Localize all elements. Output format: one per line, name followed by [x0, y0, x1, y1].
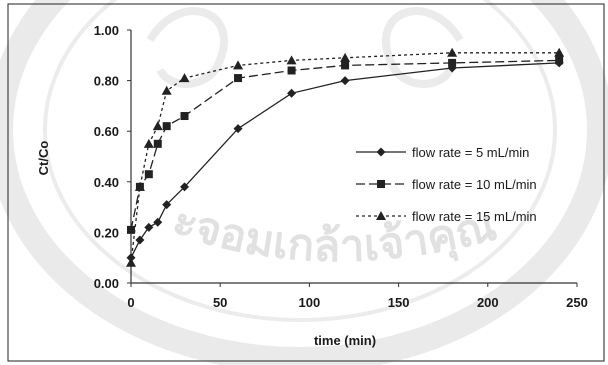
- series-layer: [126, 47, 565, 267]
- data-point-triangle: [143, 138, 154, 148]
- series-2: [127, 56, 564, 234]
- y-tick-label: 0.00: [94, 276, 119, 291]
- chart-border: [7, 3, 605, 362]
- data-point-diamond: [135, 235, 145, 245]
- y-tick-label: 1.00: [94, 23, 119, 38]
- series-1: [126, 58, 564, 263]
- data-point-diamond: [153, 217, 163, 227]
- data-point-diamond: [180, 182, 190, 192]
- legend-label: flow rate = 5 mL/min: [412, 145, 529, 160]
- data-point-square: [127, 225, 135, 234]
- legend: flow rate = 5 mL/min flow rate = 10 mL/mi…: [356, 145, 537, 224]
- data-point-diamond: [287, 88, 297, 98]
- data-point-diamond: [447, 63, 457, 73]
- y-tick-label: 0.20: [94, 225, 119, 240]
- data-point-diamond: [144, 222, 154, 232]
- data-point-triangle: [179, 73, 190, 83]
- data-point-square: [341, 61, 350, 70]
- legend-label: flow rate = 10 mL/min: [412, 177, 537, 192]
- watermark-crest-right: [382, 7, 464, 88]
- legend-label: flow rate = 15 mL/min: [412, 209, 537, 224]
- x-tick-label: 150: [388, 295, 410, 310]
- y-tick-label: 0.40: [94, 175, 119, 190]
- legend-marker-square: [377, 180, 385, 188]
- data-point-triangle: [134, 181, 145, 191]
- data-point-square: [287, 66, 296, 75]
- x-tick-label: 0: [127, 295, 134, 310]
- x-tick-labels: 0 50 100 150 200 250: [127, 283, 588, 310]
- data-point-triangle: [161, 85, 172, 95]
- axes: [130, 30, 577, 284]
- y-tick-label: 0.60: [94, 124, 119, 139]
- data-point-square: [180, 112, 189, 121]
- legend-item: flow rate = 10 mL/min: [356, 177, 537, 192]
- data-point-triangle: [340, 52, 351, 62]
- legend-item: flow rate = 15 mL/min: [356, 209, 537, 224]
- legend-item: flow rate = 5 mL/min: [356, 145, 529, 160]
- watermark-ring-inner: [43, 0, 557, 322]
- data-point-triangle: [447, 47, 458, 57]
- data-point-square: [153, 139, 162, 148]
- data-point-diamond: [162, 200, 172, 210]
- data-point-square: [555, 56, 564, 65]
- data-point-triangle: [126, 257, 136, 267]
- watermark-arc-text: ะจอมเกล้าเจ้าคุณ: [166, 194, 501, 272]
- data-point-triangle: [233, 60, 244, 70]
- y-axis-title: Ct/Co: [36, 141, 51, 176]
- watermark-crest-left: [146, 7, 228, 88]
- data-point-diamond: [233, 124, 243, 134]
- data-point-square: [162, 122, 171, 131]
- x-tick-label: 200: [477, 295, 499, 310]
- x-tick-label: 50: [213, 295, 227, 310]
- data-point-diamond: [340, 76, 350, 86]
- data-point-square: [144, 170, 153, 179]
- data-point-square: [448, 58, 457, 67]
- data-point-diamond: [126, 253, 136, 263]
- data-point-square: [234, 74, 243, 83]
- y-tick-labels: 0.00 0.20 0.40 0.60 0.80 1.00: [94, 23, 131, 291]
- x-tick-label: 250: [566, 295, 588, 310]
- x-tick-label: 100: [299, 295, 321, 310]
- data-point-triangle: [152, 121, 163, 131]
- y-tick-label: 0.80: [94, 74, 119, 89]
- legend-marker-diamond: [376, 147, 386, 157]
- legend-marker-triangle: [376, 211, 386, 220]
- x-axis-title: time (min): [314, 333, 376, 348]
- data-point-triangle: [554, 47, 565, 57]
- data-point-triangle: [286, 55, 297, 65]
- series-3: [126, 47, 565, 267]
